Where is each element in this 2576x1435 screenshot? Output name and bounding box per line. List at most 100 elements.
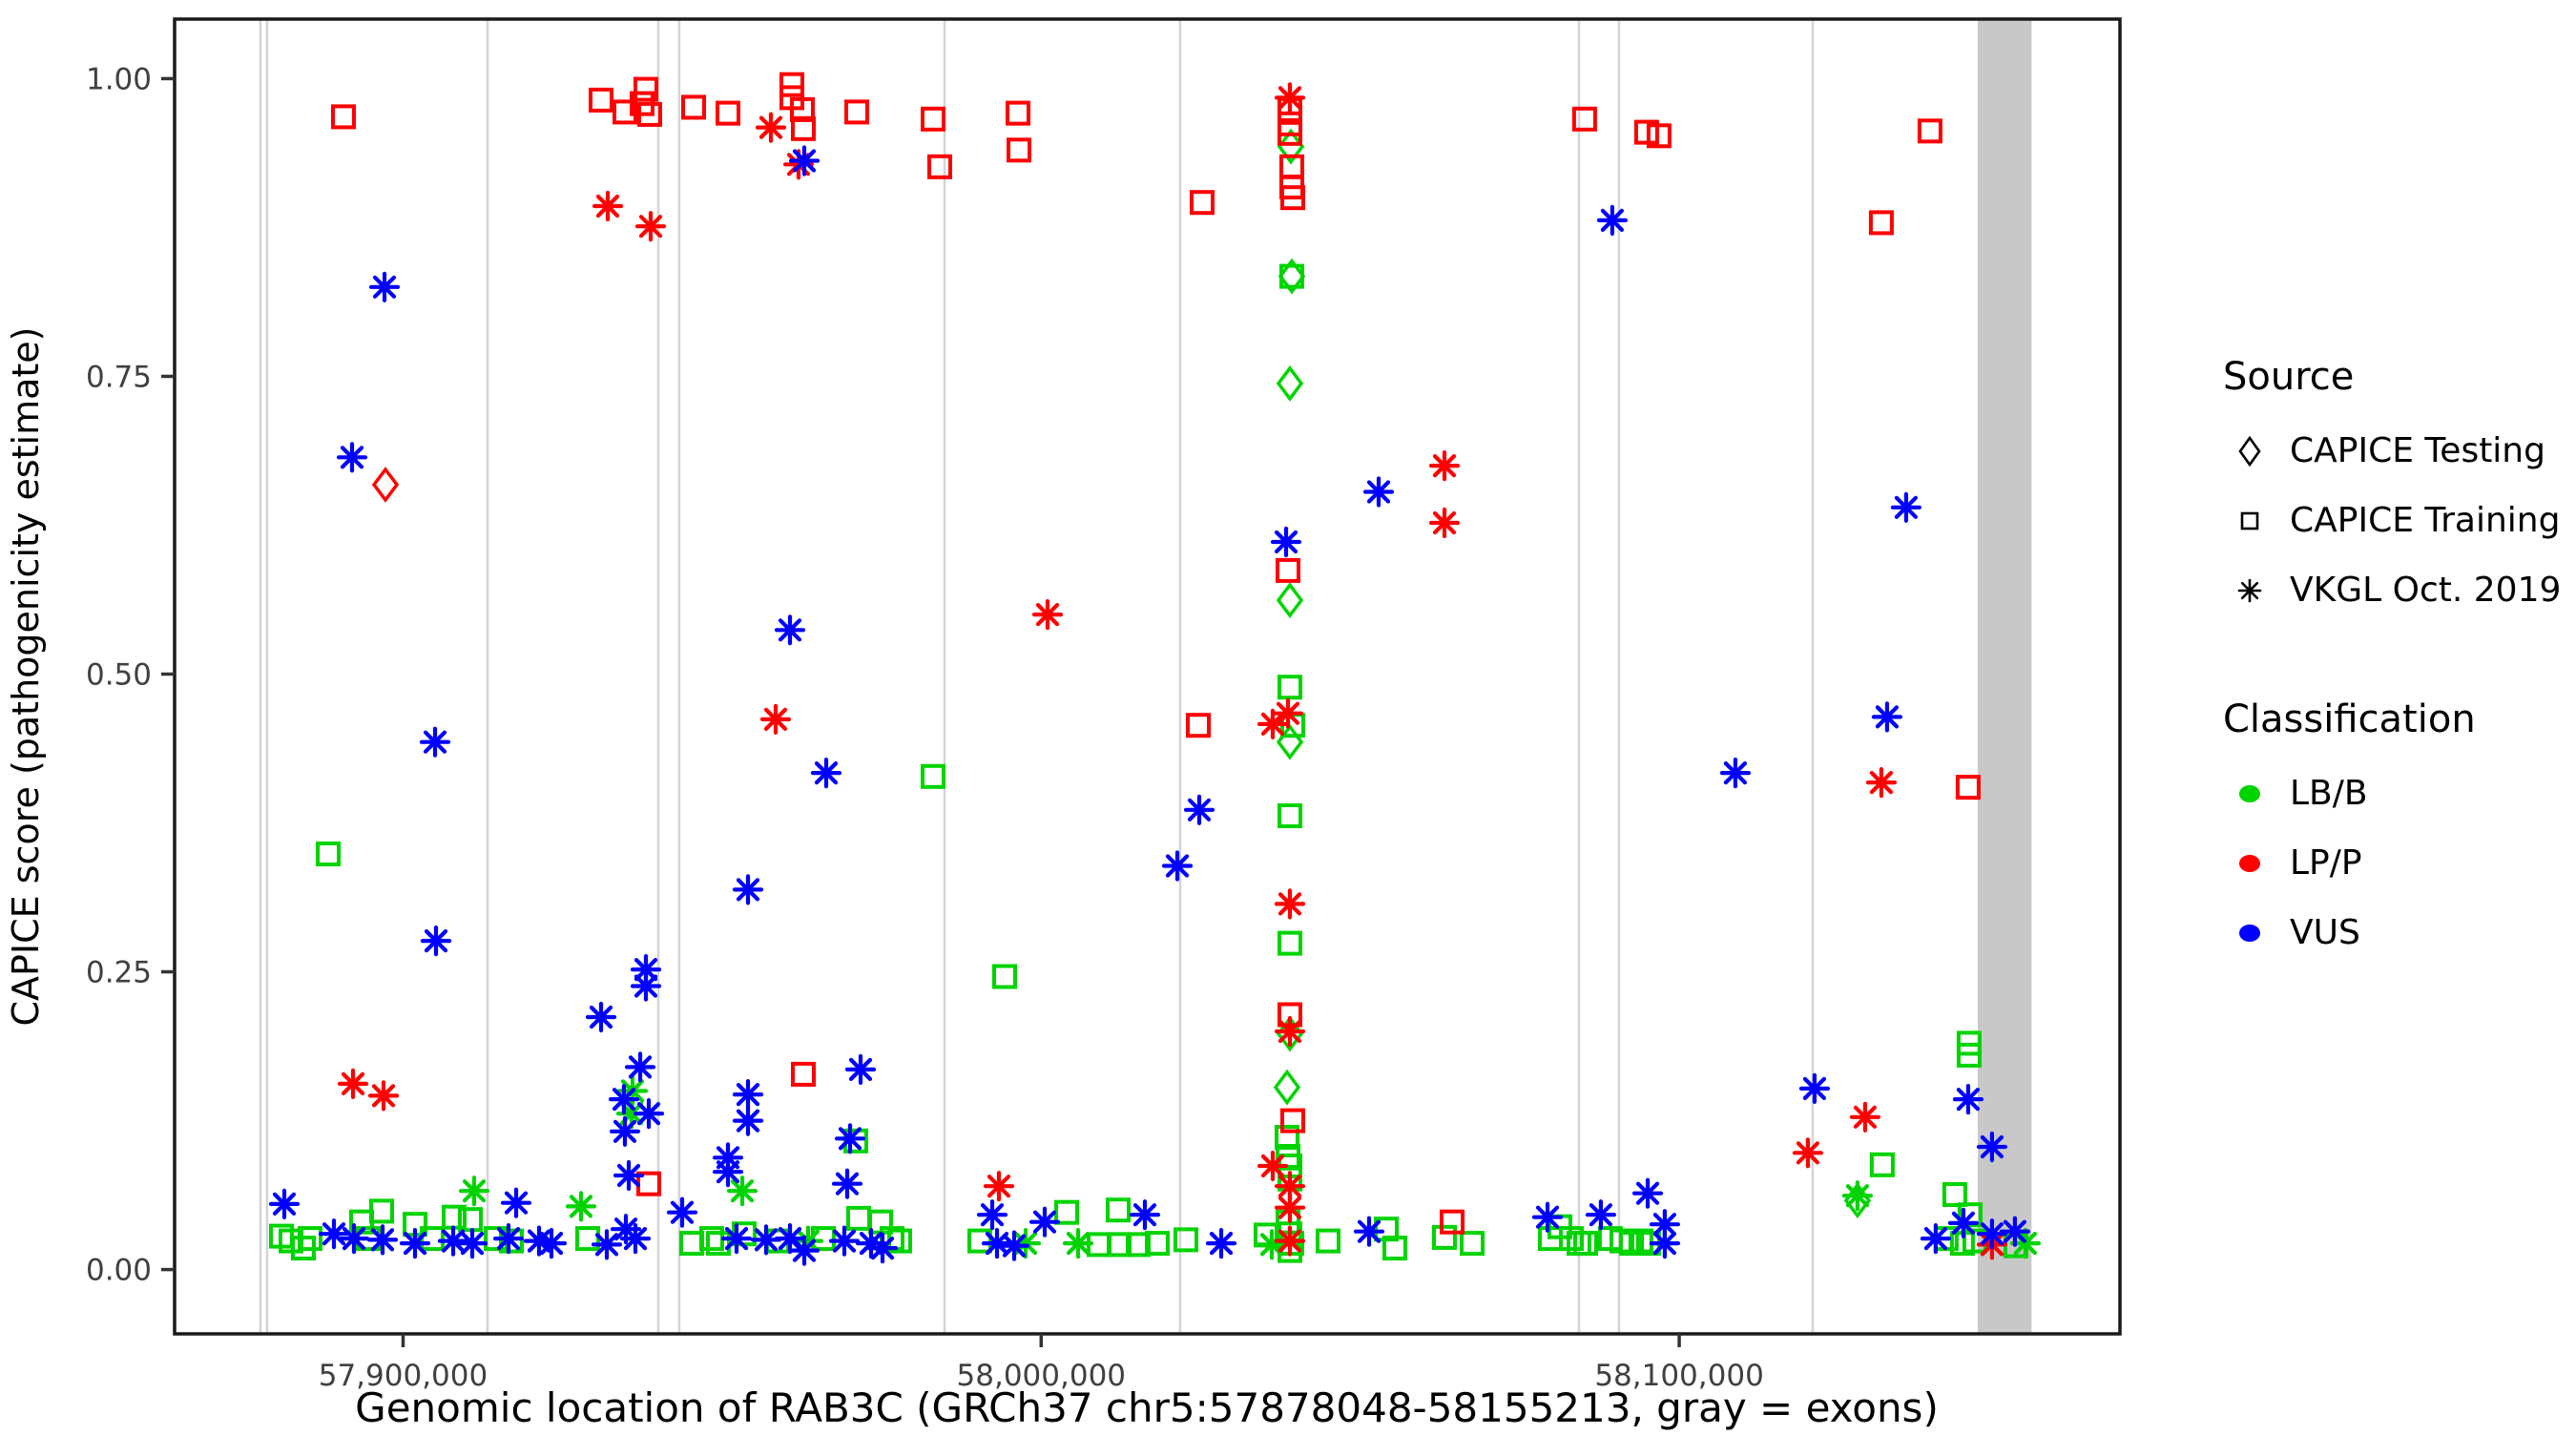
asterisk-stroke [424,928,448,953]
data-point [1274,888,1306,920]
asterisk-stroke [1276,701,1300,725]
data-point [1280,1108,1305,1133]
data-point [716,100,740,126]
panel-border [173,17,2122,1336]
data-point [1278,120,1302,146]
asterisk-stroke [1635,1181,1660,1205]
asterisk-stroke [1259,1233,1284,1257]
asterisk-stroke [636,1101,661,1126]
asterisk-stroke [1853,1105,1878,1129]
marker-diamond [1276,723,1304,760]
marker-asterisk [1274,82,1306,114]
marker-asterisk [368,271,401,302]
data-point [1278,675,1302,700]
marker-asterisk [1649,1227,1681,1259]
vus-dot-icon [2223,912,2276,954]
data-point [492,1222,525,1255]
marker-asterisk [1976,1131,2007,1163]
data-point [1646,123,1672,149]
legend-item-label: LP/P [2290,843,2362,883]
asterisk-stroke [1875,705,1900,729]
data-point [844,99,869,125]
data-point [1031,598,1064,631]
marker-square [1006,100,1030,126]
marker-asterisk [1585,1199,1617,1231]
data-point [1596,204,1629,236]
data-point [1028,1206,1061,1237]
data-point [456,1227,488,1259]
marker-asterisk [419,726,451,758]
data-point [1276,364,1304,402]
data-point [592,190,624,222]
marker-square [369,1198,394,1224]
data-point [499,1228,524,1254]
marker-asterisk [732,874,764,905]
asterisk-stroke [1366,480,1391,504]
legend-item-capice-training: CAPICE Training [2223,486,2566,555]
asterisk-stroke [870,1236,895,1260]
marker-asterisk [591,1229,623,1260]
data-point [1382,1236,1407,1261]
marker-square [1316,1228,1340,1254]
data-point [1362,476,1395,508]
marker-asterisk [726,1175,758,1207]
marker-asterisk [720,1222,753,1255]
marker-square [1276,557,1300,583]
data-point [1432,1224,1457,1250]
marker-asterisk [1871,701,1903,733]
data-point [633,1097,665,1130]
marker-asterisk [1205,1227,1237,1259]
exon-layer [259,19,2032,1334]
asterisk-stroke [638,215,663,239]
data-point [619,1222,652,1255]
data-point [1183,794,1215,825]
marker-asterisk [366,1224,399,1256]
data-point [1573,1231,1598,1257]
data-point [637,101,662,127]
asterisk-stroke [736,878,760,902]
data-point [1278,803,1302,828]
asterisk-stroke [1432,510,1457,535]
asterisk-stroke [370,1228,395,1252]
data-point [1649,1227,1681,1259]
asterisk-stroke [2003,1219,2026,1243]
marker-square [1955,775,1981,801]
asterisk-stroke [613,1119,637,1143]
data-point [1952,1083,1984,1115]
asterisk-stroke [1278,1196,1302,1219]
asterisk-stroke [838,1127,862,1151]
data-point [1272,697,1304,729]
y-tick-label: 0.75 [86,360,152,394]
asterisk-stroke [1260,1154,1285,1178]
marker-diamond [1276,1015,1304,1052]
marker-asterisk [1531,1201,1564,1233]
data-point [779,72,804,97]
data-point [367,1080,400,1112]
axis-layer: 57,900,000 58,000,000 58,100,000 0.00 0.25 0.… [86,62,1764,1393]
marker-asterisk [268,1188,301,1220]
data-point [967,1228,992,1254]
marker-square [1432,1224,1457,1250]
marker-asterisk [732,1078,764,1111]
marker-asterisk [666,1196,698,1228]
marker-square [637,101,662,127]
legend-item-lbb: LB/B [2223,759,2566,828]
data-point [1276,1015,1304,1052]
data-point [788,1235,821,1266]
asterisk-stroke [736,1109,760,1133]
marker-diamond [1276,364,1304,402]
marker-square [992,964,1017,989]
marker-square [1917,118,1942,144]
marker-asterisk [831,1168,863,1199]
legend-item-vkgl: VKGL Oct. 2019 [2223,555,2566,625]
marker-square [921,763,945,789]
data-point [1942,1182,1967,1207]
marker-asterisk [1890,491,1922,523]
data-point [399,1227,431,1259]
data-point [1006,100,1030,126]
marker-square [1280,1108,1305,1133]
data-point [1256,1229,1288,1260]
marker-asterisk [456,1227,488,1259]
